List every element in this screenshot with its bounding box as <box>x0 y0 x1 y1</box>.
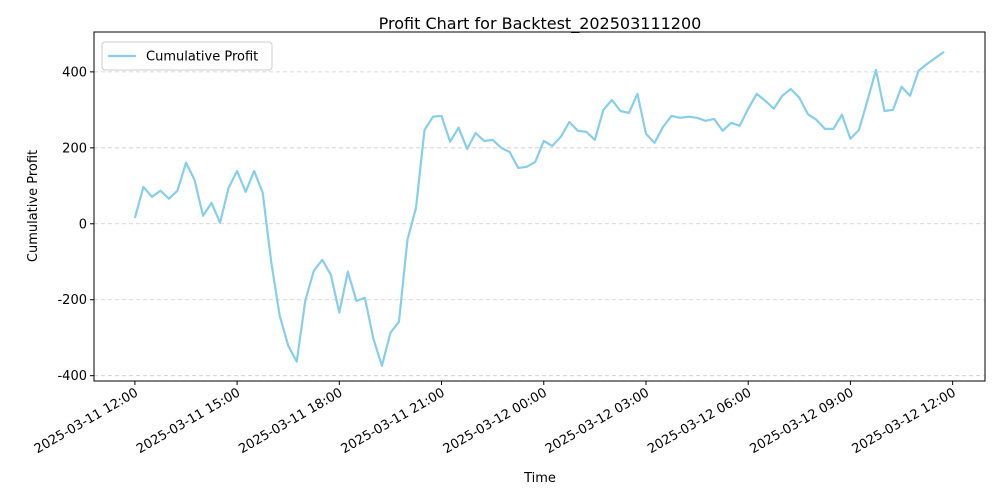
y-axis-label: Cumulative Profit <box>26 150 41 262</box>
y-tick-label: 400 <box>62 65 87 80</box>
y-tick-label: 0 <box>79 217 87 232</box>
y-tick-label: -200 <box>57 293 87 308</box>
y-tick-label: -400 <box>57 369 87 384</box>
legend-box <box>101 41 273 71</box>
x-axis-label: Time <box>523 471 556 486</box>
data-line <box>133 50 945 367</box>
legend-label: Cumulative Profit <box>146 50 258 65</box>
chart-title: Profit Chart for Backtest_202503111200 <box>379 14 702 34</box>
y-tick-label: 200 <box>62 141 87 156</box>
plot-frame <box>93 31 986 382</box>
